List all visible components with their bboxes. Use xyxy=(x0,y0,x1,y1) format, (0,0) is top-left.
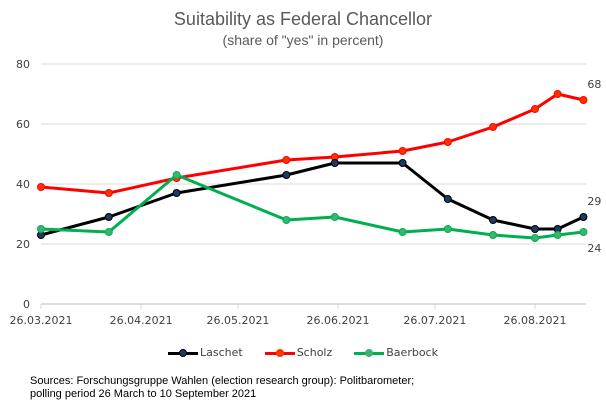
data-label-baerbock: 24 xyxy=(587,242,601,255)
x-tick-label: 26.03.2021 xyxy=(10,314,73,327)
gridlines xyxy=(41,63,586,305)
legend-label: Scholz xyxy=(296,346,333,359)
x-tick-label: 26.05.2021 xyxy=(206,314,269,327)
legend-item-laschet[interactable]: Laschet xyxy=(168,346,243,359)
series-group xyxy=(37,90,588,242)
data-point xyxy=(579,228,588,236)
x-axis: 26.03.2021 26.04.2021 26.05.2021 26.06.2021… xyxy=(10,303,586,327)
y-tick-label: 20 xyxy=(16,238,30,251)
y-tick-label: 0 xyxy=(23,298,30,311)
series-baerbock xyxy=(37,171,588,242)
data-point xyxy=(443,225,452,233)
data-point xyxy=(104,228,113,236)
legend-item-scholz[interactable]: Scholz xyxy=(264,346,333,359)
y-tick-label: 40 xyxy=(16,178,30,191)
sources-note: Sources: Forschungsgruppe Wahlen (electi… xyxy=(30,375,414,401)
data-point xyxy=(489,231,498,239)
data-point xyxy=(398,228,407,236)
data-point xyxy=(172,189,181,197)
y-tick-label: 80 xyxy=(16,58,30,71)
data-point xyxy=(489,123,498,131)
data-point xyxy=(37,183,45,191)
data-point xyxy=(398,159,407,167)
data-point xyxy=(172,171,181,179)
data-point xyxy=(398,147,407,155)
data-point xyxy=(531,105,539,113)
series-scholz xyxy=(37,90,588,197)
legend-label: Laschet xyxy=(200,346,243,359)
data-labels: 68 29 24 xyxy=(587,78,601,255)
legend-item-baerbock[interactable]: Baerbock xyxy=(354,346,438,359)
data-point xyxy=(443,138,452,146)
y-axis-ticks: 0 20 40 60 80 xyxy=(16,58,30,311)
data-point xyxy=(282,171,291,179)
data-point xyxy=(579,213,588,221)
data-point xyxy=(282,216,291,224)
x-tick-label: 26.06.2021 xyxy=(307,314,370,327)
series-line-laschet xyxy=(40,161,585,237)
data-point xyxy=(443,195,452,203)
data-label-laschet: 29 xyxy=(587,195,601,208)
data-point xyxy=(282,156,291,164)
data-point xyxy=(531,225,539,233)
legend-swatch-baerbock-icon xyxy=(354,348,385,358)
x-tick-label: 26.04.2021 xyxy=(110,314,173,327)
x-tick-label: 26.08.2021 xyxy=(504,314,567,327)
sources-line-1: Sources: Forschungsgruppe Wahlen (electi… xyxy=(30,375,415,387)
data-point xyxy=(489,216,498,224)
legend: Laschet Scholz Baerbock xyxy=(0,346,606,359)
x-tick-label: 26.07.2021 xyxy=(403,314,466,327)
data-point xyxy=(104,189,113,197)
sources-line-2: polling period 26 March to 10 September … xyxy=(30,388,257,400)
legend-swatch-scholz-icon xyxy=(264,348,295,358)
y-tick-label: 60 xyxy=(16,118,30,131)
series-line-scholz xyxy=(40,92,584,195)
chart-subtitle: (share of "yes" in percent) xyxy=(222,32,384,48)
data-point xyxy=(330,213,339,221)
legend-label: Baerbock xyxy=(386,346,438,359)
data-point xyxy=(579,96,588,104)
data-point xyxy=(553,231,562,239)
chart-title: Suitability as Federal Chancellor xyxy=(173,9,433,29)
legend-swatch-laschet-icon xyxy=(168,348,198,358)
data-point xyxy=(553,90,562,98)
series-laschet xyxy=(37,159,588,239)
data-point xyxy=(37,225,45,233)
data-point xyxy=(531,234,539,242)
data-label-scholz: 68 xyxy=(587,78,601,91)
data-point xyxy=(330,159,339,167)
data-point xyxy=(104,213,113,221)
